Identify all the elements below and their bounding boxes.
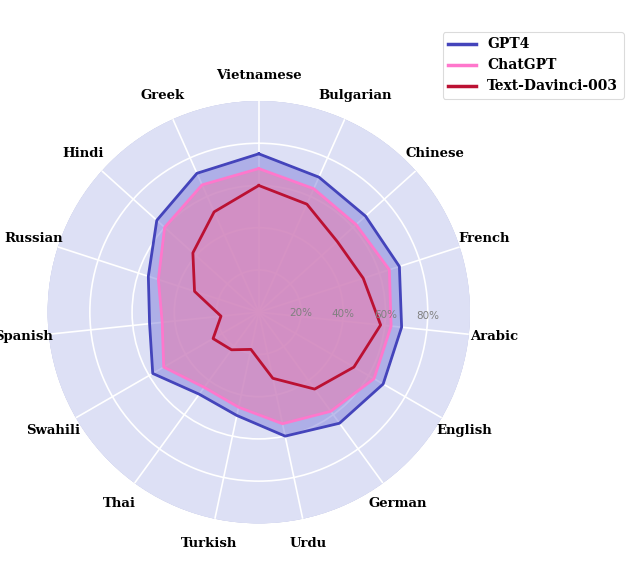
Text: 20%: 20%: [289, 308, 312, 318]
Polygon shape: [148, 154, 402, 436]
Legend: GPT4, ChatGPT, Text-Davinci-003: GPT4, ChatGPT, Text-Davinci-003: [443, 32, 623, 99]
Polygon shape: [158, 169, 391, 424]
Polygon shape: [193, 186, 381, 389]
Polygon shape: [48, 101, 470, 523]
Polygon shape: [48, 101, 470, 523]
Text: 40%: 40%: [332, 309, 355, 319]
Text: 80%: 80%: [416, 312, 439, 321]
Text: 60%: 60%: [374, 310, 397, 320]
